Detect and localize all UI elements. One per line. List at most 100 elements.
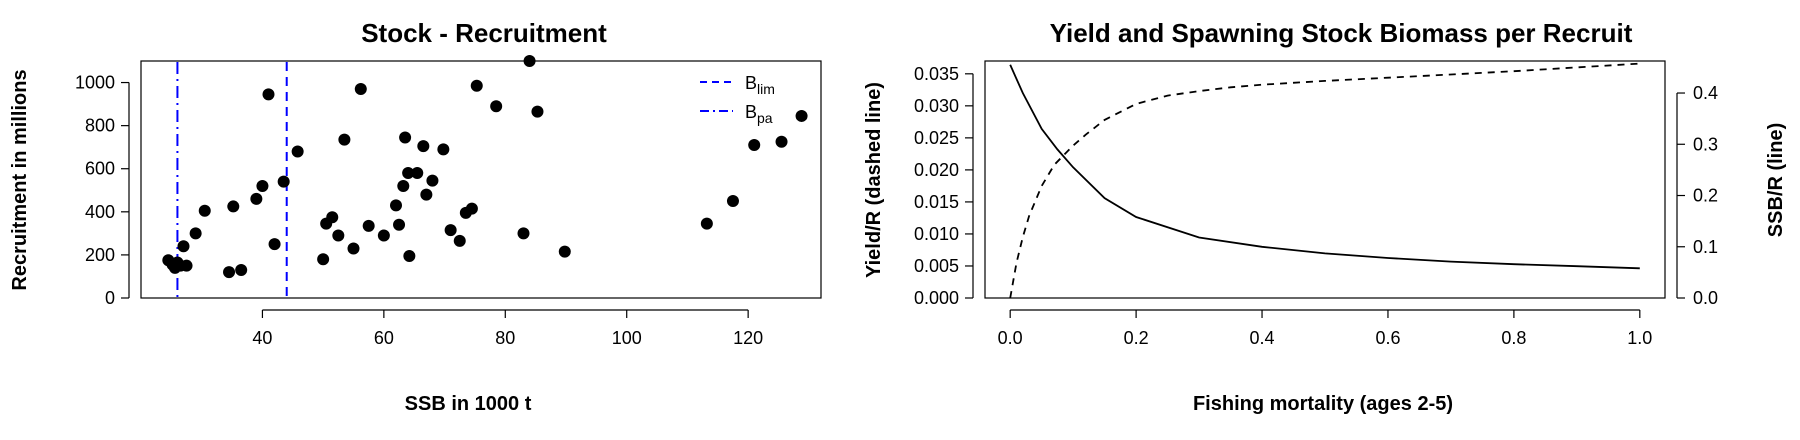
data-point	[268, 238, 281, 251]
plot-area	[140, 60, 822, 299]
data-point	[558, 245, 571, 258]
data-point	[180, 259, 193, 272]
data-point	[317, 253, 330, 266]
data-point	[453, 234, 466, 247]
plot-area	[984, 60, 1666, 299]
y-tick-right-label: 0.4	[1693, 83, 1718, 103]
chart-title: Stock - Recruitment	[361, 18, 607, 48]
y-tick-label: 0.005	[914, 256, 959, 276]
data-point	[198, 204, 211, 217]
x-tick-label: 0.6	[1375, 328, 1400, 348]
data-point	[291, 145, 304, 158]
y-tick-right-label: 0.1	[1693, 237, 1718, 257]
x-axis-title: Fishing mortality (ages 2-5)	[1193, 393, 1453, 415]
data-point	[397, 179, 410, 192]
y-tick-label: 0.035	[914, 64, 959, 84]
data-point	[437, 143, 450, 156]
x-tick-label: 100	[612, 328, 642, 348]
x-tick-label: 0.8	[1501, 328, 1526, 348]
data-point	[399, 131, 412, 144]
x-tick-label: 80	[495, 328, 515, 348]
legend: Blim Bpa	[700, 73, 775, 126]
y-tick-label: 400	[85, 202, 115, 222]
x-tick-label: 0.2	[1124, 328, 1149, 348]
y-tick-label: 0.010	[914, 224, 959, 244]
x-tick-label: 120	[733, 328, 763, 348]
data-point	[490, 100, 503, 113]
y-tick-label: 0.020	[914, 160, 959, 180]
series-lines	[1009, 62, 1640, 299]
data-point	[338, 133, 351, 146]
y-tick-label: 0.015	[914, 192, 959, 212]
data-point	[377, 229, 390, 242]
y-tick-label: 0.000	[914, 288, 959, 308]
data-point	[411, 167, 424, 180]
legend-label: Bpa	[745, 102, 773, 126]
y-tick-label: 0.025	[914, 128, 959, 148]
y-tick-label: 600	[85, 159, 115, 179]
y-tick-right-label: 0.0	[1693, 288, 1718, 308]
data-point	[403, 249, 416, 262]
x-tick-label: 0.0	[998, 328, 1023, 348]
data-point	[417, 140, 430, 153]
x-tick-label: 40	[252, 328, 272, 348]
data-point	[700, 217, 713, 230]
data-point	[189, 227, 202, 240]
data-point	[748, 139, 761, 152]
data-point	[347, 242, 360, 255]
data-point	[390, 199, 402, 212]
y-tick-label: 800	[85, 116, 115, 136]
stock-recruitment-panel: Stock - Recruitment 40 60 80 100 120 0 200 400…	[9, 18, 822, 415]
x-axis-title: SSB in 1000 t	[405, 393, 532, 415]
data-point	[420, 188, 433, 201]
data-points	[162, 55, 808, 279]
data-point	[470, 79, 483, 92]
data-point	[393, 218, 406, 231]
x-tick-label: 1.0	[1627, 328, 1652, 348]
x-axis: 40 60 80 100 120	[252, 309, 763, 348]
y-tick-right-label: 0.2	[1693, 186, 1718, 206]
data-point	[250, 192, 263, 205]
y-tick-label: 1000	[75, 73, 115, 93]
data-point	[517, 227, 530, 240]
data-point	[726, 195, 739, 208]
data-point	[326, 211, 339, 224]
data-point	[531, 105, 544, 118]
legend-label: Blim	[745, 73, 775, 97]
data-point	[277, 175, 290, 188]
ssb-per-recruit-line	[1009, 64, 1640, 270]
chart-title: Yield and Spawning Stock Biomass per Rec…	[1050, 18, 1633, 48]
y-axis-left: 0.000 0.005 0.010 0.015 0.020 0.025 0.030 0.035	[914, 64, 974, 308]
data-point	[775, 135, 788, 148]
data-point	[332, 229, 345, 242]
data-point	[227, 200, 240, 213]
data-point	[177, 240, 190, 253]
y-tick-label: 0	[105, 288, 115, 308]
x-tick-label: 0.4	[1250, 328, 1275, 348]
data-point	[362, 219, 375, 232]
data-point	[354, 83, 367, 96]
data-point	[465, 202, 478, 215]
y-axis-right: 0.0 0.1 0.2 0.3 0.4	[1676, 83, 1718, 308]
y-axis-right-title: SSB/R (line)	[1765, 123, 1787, 237]
data-point	[444, 224, 457, 237]
data-point	[426, 174, 439, 187]
y-tick-right-label: 0.3	[1693, 134, 1718, 154]
data-point	[235, 263, 248, 276]
y-axis: 0 200 400 600 800 1000	[75, 73, 130, 308]
data-point	[223, 266, 236, 279]
y-tick-label: 0.030	[914, 96, 959, 116]
data-point	[262, 88, 275, 101]
data-point	[795, 109, 808, 122]
yield-ssb-per-recruit-panel: Yield and Spawning Stock Biomass per Rec…	[863, 18, 1787, 415]
y-axis-title: Recruitment in millions	[9, 69, 31, 290]
data-point	[523, 55, 536, 67]
data-point	[402, 167, 415, 180]
y-axis-left-title: Yield/R (dashed line)	[863, 82, 885, 278]
data-point	[256, 179, 269, 192]
x-axis: 0.0 0.2 0.4 0.6 0.8 1.0	[998, 309, 1652, 348]
y-tick-label: 200	[85, 245, 115, 265]
x-tick-label: 60	[374, 328, 394, 348]
yield-per-recruit-line	[1009, 62, 1640, 299]
